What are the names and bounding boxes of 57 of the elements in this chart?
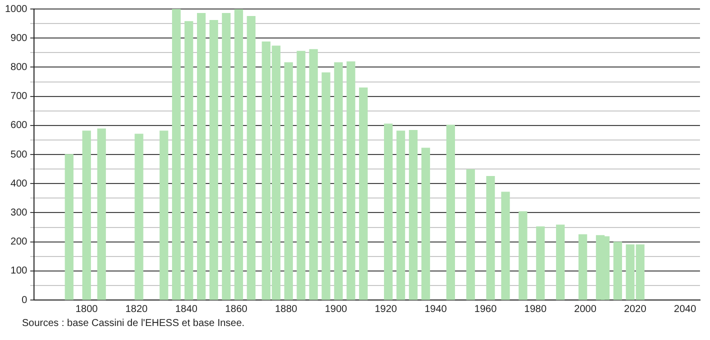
bar [466, 169, 475, 300]
bar [384, 124, 393, 300]
y-tick-label: 100 [10, 266, 28, 277]
bar [172, 9, 181, 300]
y-tick-label: 500 [10, 149, 28, 160]
bar [578, 234, 588, 300]
bar [284, 62, 293, 300]
bar [501, 192, 510, 300]
y-tick-label: 900 [10, 32, 28, 44]
source-note: Sources : base Cassini de l'EHESS et base Insee. [22, 318, 246, 329]
bar [346, 61, 356, 300]
x-tick-label: 2040 [674, 304, 697, 315]
x-tick-label: 1940 [424, 304, 448, 315]
bar [222, 13, 231, 300]
y-tick-label: 0 [22, 294, 28, 306]
bar [234, 9, 244, 300]
bar [518, 211, 528, 300]
bar [134, 134, 144, 300]
y-tick-label: 300 [10, 207, 28, 218]
bar [196, 13, 206, 300]
bar [184, 21, 194, 300]
x-tick-label: 1840 [175, 304, 198, 315]
bar [82, 130, 91, 300]
bar [613, 242, 622, 300]
bar [246, 16, 256, 300]
y-tick-label: 600 [10, 120, 28, 132]
bar [334, 62, 343, 300]
bar [97, 128, 106, 300]
bar [556, 224, 565, 300]
bar [209, 20, 218, 300]
bar [408, 130, 418, 300]
bar [309, 49, 318, 300]
y-tick-label: 200 [10, 236, 28, 248]
x-tick-label: 1880 [274, 304, 298, 315]
bar [446, 124, 455, 300]
x-tick-label: 1800 [75, 304, 98, 315]
bar [160, 130, 168, 300]
x-tick-label: 1860 [225, 304, 248, 315]
x-tick-label: 1920 [374, 304, 398, 315]
bar [396, 130, 406, 300]
y-tick-label: 1000 [4, 4, 28, 15]
bar [296, 50, 306, 300]
x-tick-label: 1820 [125, 304, 148, 315]
bar [536, 226, 545, 300]
y-tick-label: 800 [10, 62, 28, 73]
x-tick-label: 2000 [574, 304, 597, 315]
bar [421, 148, 430, 300]
x-tick-label: 2020 [624, 304, 647, 315]
x-tick-label: 1960 [474, 304, 498, 315]
bar [322, 72, 330, 300]
x-tick-label: 1980 [524, 304, 547, 315]
bar [64, 154, 74, 300]
y-tick-label: 400 [10, 178, 28, 190]
bar [486, 176, 495, 300]
y-tick-label: 700 [10, 91, 28, 102]
bar [359, 88, 368, 300]
x-tick-label: 1900 [324, 304, 348, 315]
